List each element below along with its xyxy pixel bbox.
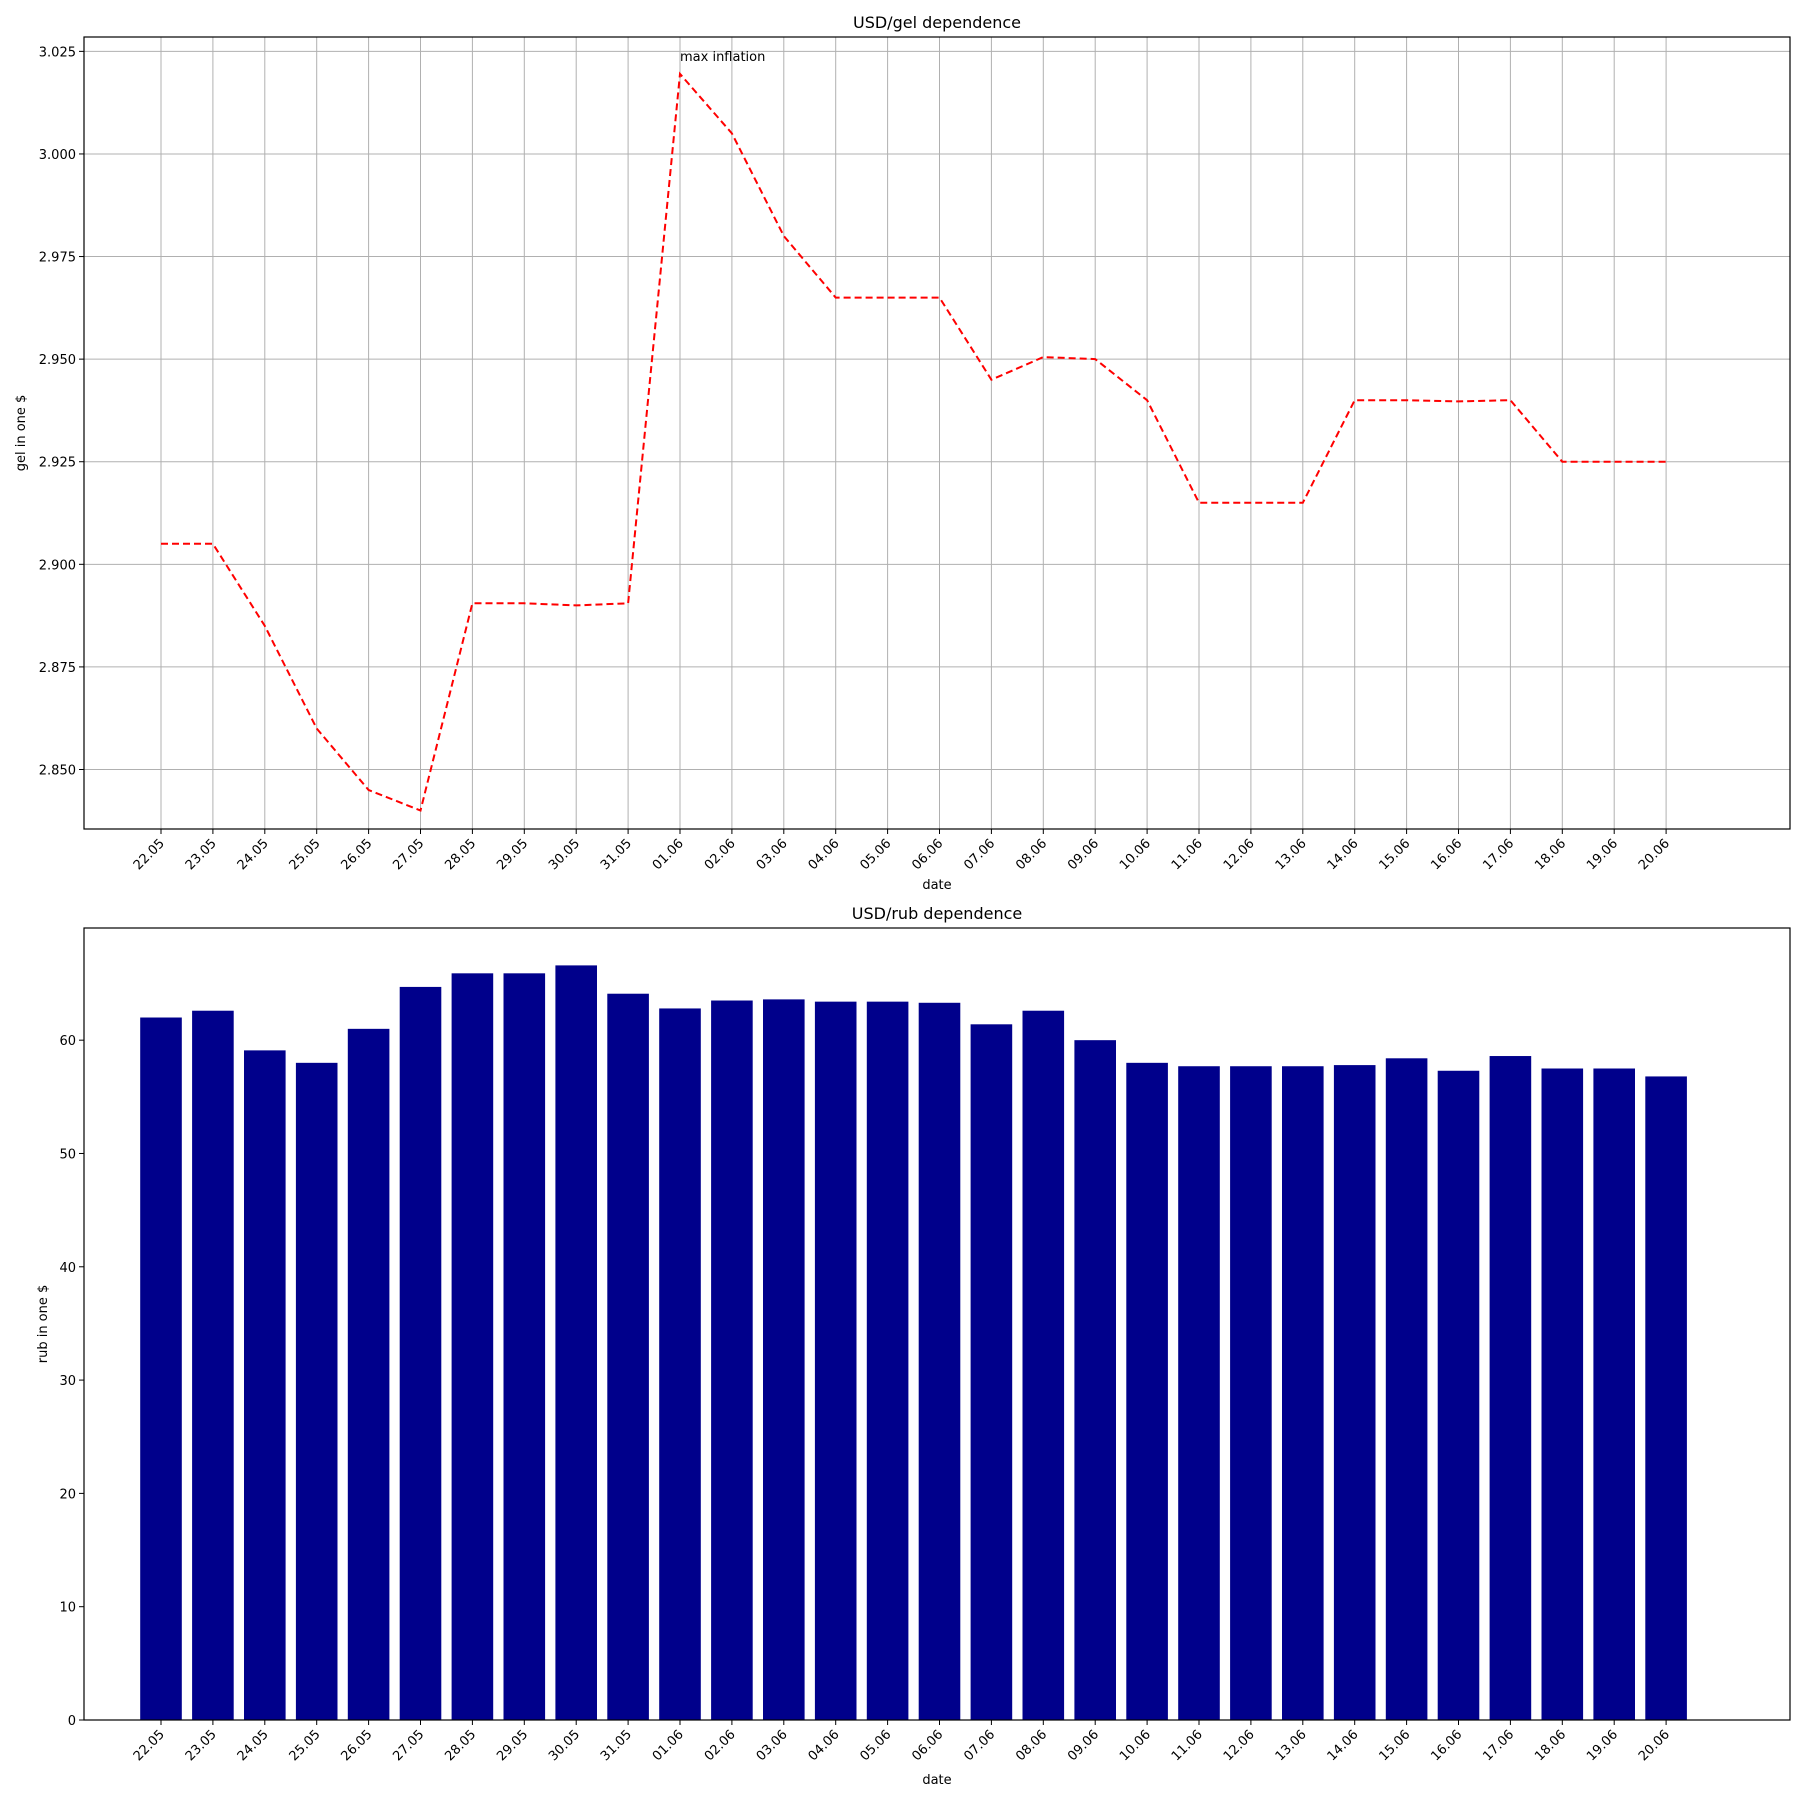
rub-bar xyxy=(659,1008,701,1720)
rub-bar xyxy=(1437,1070,1480,1720)
rub-bars xyxy=(140,965,1687,1720)
rub-bar xyxy=(244,1050,286,1720)
gel-chart-title: USD/gel dependence xyxy=(853,13,1021,32)
rub-bar xyxy=(1541,1068,1584,1720)
rub-bar xyxy=(711,1000,753,1720)
gel-y-tick-label: 2.850 xyxy=(39,763,76,778)
rub-bar xyxy=(1126,1062,1168,1720)
max-inflation-annotation: max inflation xyxy=(680,50,765,65)
rub-y-tick-label: 30 xyxy=(59,1374,76,1389)
gel-y-tick-label: 2.950 xyxy=(39,353,76,368)
rub-bar xyxy=(918,1002,961,1720)
rub-y-tick-label: 40 xyxy=(59,1261,76,1276)
rub-bar xyxy=(451,973,494,1720)
rub-bar xyxy=(814,1001,857,1720)
rub-bar xyxy=(1385,1058,1428,1720)
gel-y-axis-ticks: 2.850 2.875 2.900 2.925 2.950 2.975 3.000 3.025 xyxy=(39,45,84,778)
rub-bar xyxy=(503,973,546,1720)
rub-chart-title: USD/rub dependence xyxy=(852,904,1022,923)
rub-bar xyxy=(1074,1040,1116,1720)
rub-x-axis-label: date xyxy=(922,1773,951,1788)
rub-bar xyxy=(607,993,649,1720)
gel-gridlines xyxy=(84,37,1790,829)
rub-bar xyxy=(970,1024,1013,1720)
gel-x-axis-label: date xyxy=(922,878,951,893)
rub-bar xyxy=(1645,1076,1687,1720)
rub-y-tick-label: 60 xyxy=(59,1034,76,1049)
rub-y-tick-label: 0 xyxy=(68,1714,76,1729)
rub-bar xyxy=(1282,1066,1324,1720)
gel-plot-frame xyxy=(83,36,1791,830)
rub-plot-frame xyxy=(83,927,1791,1721)
rub-bar xyxy=(1593,1068,1635,1720)
rub-bar xyxy=(1022,1010,1065,1720)
rub-y-tick-label: 10 xyxy=(59,1601,76,1616)
rub-bar xyxy=(399,986,442,1720)
rub-bar xyxy=(347,1028,390,1720)
rub-y-tick-label: 50 xyxy=(59,1147,76,1162)
rub-bar xyxy=(1489,1056,1532,1720)
rub-bar xyxy=(1230,1066,1272,1720)
rub-y-tick-label: 20 xyxy=(59,1487,76,1502)
gel-y-axis-label: gel in one $ xyxy=(14,395,29,472)
rub-y-axis-ticks: 0 10 20 30 40 50 60 xyxy=(59,1034,84,1729)
gel-y-tick-label: 3.025 xyxy=(39,45,76,60)
gel-y-tick-label: 2.900 xyxy=(39,558,76,573)
rub-bar xyxy=(763,999,805,1720)
gel-y-tick-label: 2.875 xyxy=(39,661,76,676)
rub-bar xyxy=(140,1017,182,1720)
rub-bar xyxy=(1178,1066,1220,1720)
gel-y-tick-label: 3.000 xyxy=(39,148,76,163)
gel-series-line xyxy=(161,71,1667,812)
rub-bar xyxy=(192,1010,234,1720)
rub-bar xyxy=(866,1001,909,1720)
rub-bar xyxy=(295,1062,338,1720)
rub-bar xyxy=(555,965,597,1720)
gel-y-tick-label: 2.925 xyxy=(39,456,76,471)
gel-y-tick-label: 2.975 xyxy=(39,251,76,266)
rub-bar xyxy=(1333,1065,1376,1720)
rub-y-axis-label: rub in one $ xyxy=(36,1285,51,1364)
